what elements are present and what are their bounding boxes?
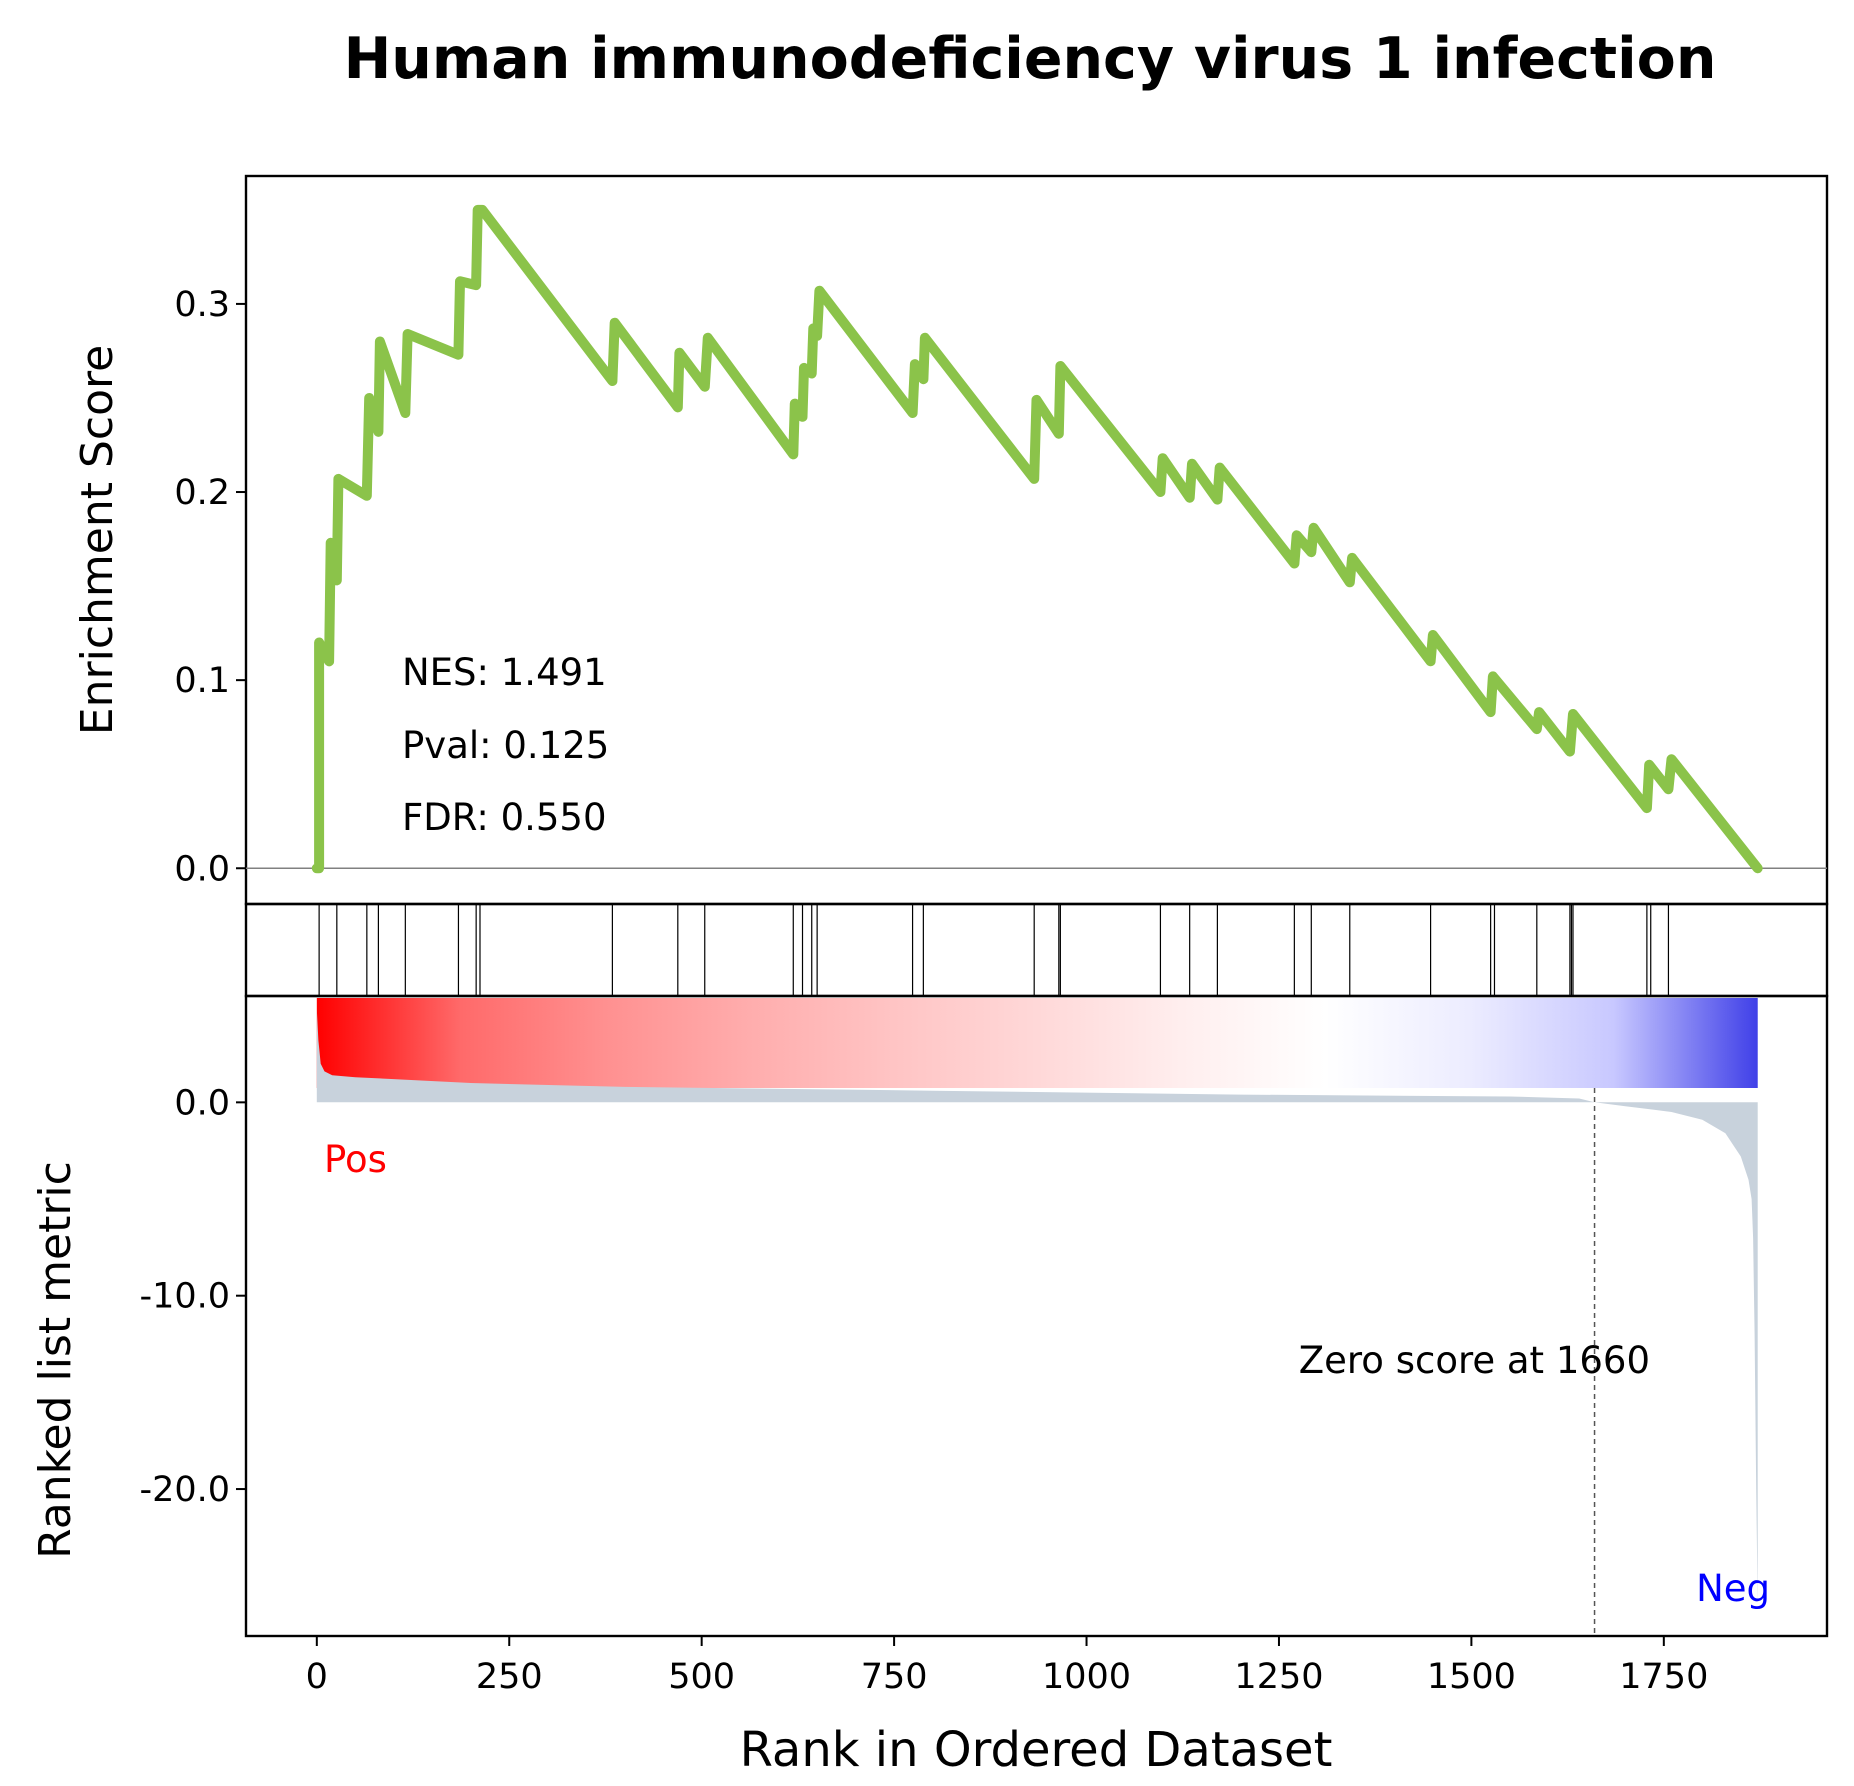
hit-lines [318, 904, 1670, 996]
es-ytick-label: 0.1 [174, 661, 230, 701]
metric-ytick-label: -20.0 [139, 1470, 230, 1510]
pos-label: Pos [324, 1138, 387, 1181]
hits-panel-frame [244, 902, 1829, 998]
zero-score-label: Zero score at 1660 [1299, 1339, 1650, 1382]
chart-title: Human immunodeficiency virus 1 infection [344, 26, 1717, 92]
metric-ylabel: Ranked list metric [30, 1161, 81, 1559]
metric-ytick-label: -10.0 [139, 1277, 230, 1317]
x-tick-label: 1750 [1619, 1657, 1708, 1697]
heatmap-bar [316, 998, 1758, 1088]
metric-ytick-label: 0.0 [174, 1083, 230, 1123]
x-tick-label: 250 [476, 1657, 543, 1697]
es-ylabel: Enrichment Score [72, 345, 123, 735]
es-yticks: 0.0 0.1 0.2 0.3 [174, 285, 246, 889]
hits-panel [244, 902, 1829, 998]
metric-panel-frame [244, 994, 1829, 1638]
x-tick-label: 500 [668, 1657, 735, 1697]
es-curve [311, 204, 1763, 874]
metric-area [316, 1009, 1758, 1606]
x-tick-label: 750 [861, 1657, 928, 1697]
es-ytick-label: 0.3 [174, 285, 230, 325]
fdr-stat: FDR: 0.550 [402, 796, 607, 839]
pval-stat: Pval: 0.125 [402, 724, 609, 767]
x-tick-label: 0 [306, 1657, 328, 1697]
es-ytick-label: 0.0 [174, 849, 230, 889]
x-axis-label: Rank in Ordered Dataset [740, 1722, 1333, 1778]
x-tick-label: 1500 [1427, 1657, 1516, 1697]
es-ytick-label: 0.2 [174, 473, 230, 513]
x-tick-label: 1000 [1042, 1657, 1131, 1697]
x-axis: 0 250 500 750 1000 1250 1500 1750 [306, 1636, 1708, 1697]
metric-yticks: 0.0 -10.0 -20.0 [139, 1083, 246, 1510]
es-panel-frame [244, 174, 1829, 906]
metric-panel: Zero score at 1660 Pos Neg 0.0 -10.0 -20.0… [30, 994, 1829, 1638]
neg-label: Neg [1696, 1567, 1770, 1610]
nes-stat: NES: 1.491 [402, 651, 607, 694]
x-tick-label: 1250 [1234, 1657, 1323, 1697]
es-panel: 0.0 0.1 0.2 0.3 Enrichment Score NES: 1.491… [72, 174, 1829, 906]
